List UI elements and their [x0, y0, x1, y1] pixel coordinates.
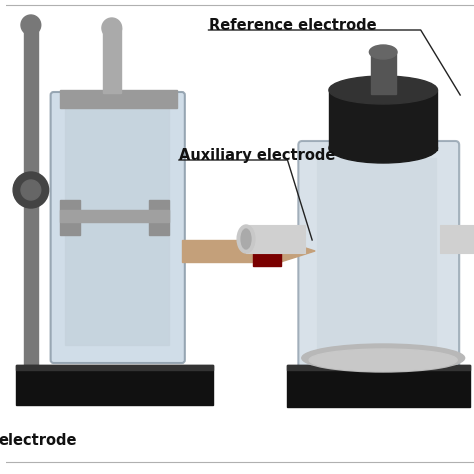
Ellipse shape — [369, 45, 397, 59]
Bar — [16, 365, 213, 405]
Polygon shape — [281, 240, 315, 262]
Bar — [246, 225, 305, 253]
Ellipse shape — [237, 225, 255, 253]
Bar — [65, 105, 169, 345]
Circle shape — [21, 15, 41, 35]
Bar — [182, 240, 281, 262]
Bar — [103, 28, 121, 93]
Bar — [440, 225, 474, 253]
Bar — [24, 25, 38, 395]
Ellipse shape — [309, 349, 457, 371]
Bar — [61, 210, 169, 222]
Circle shape — [21, 180, 41, 200]
Bar — [16, 365, 213, 370]
Bar — [61, 90, 177, 108]
Bar — [287, 365, 470, 407]
Circle shape — [102, 18, 122, 38]
Text: Reference electrode: Reference electrode — [209, 18, 376, 33]
Bar — [149, 200, 169, 235]
Bar — [61, 200, 80, 235]
FancyBboxPatch shape — [298, 141, 459, 371]
Ellipse shape — [302, 344, 465, 372]
Ellipse shape — [329, 133, 438, 163]
Ellipse shape — [241, 229, 251, 249]
FancyBboxPatch shape — [51, 92, 185, 363]
Bar — [253, 236, 281, 266]
Bar — [371, 52, 396, 94]
Text: electrode: electrode — [0, 433, 77, 448]
Circle shape — [13, 172, 49, 208]
Bar — [287, 365, 470, 370]
Text: Auxiliary electrode: Auxiliary electrode — [179, 148, 335, 163]
Bar — [317, 158, 436, 353]
Ellipse shape — [329, 76, 438, 104]
Bar — [329, 90, 438, 150]
